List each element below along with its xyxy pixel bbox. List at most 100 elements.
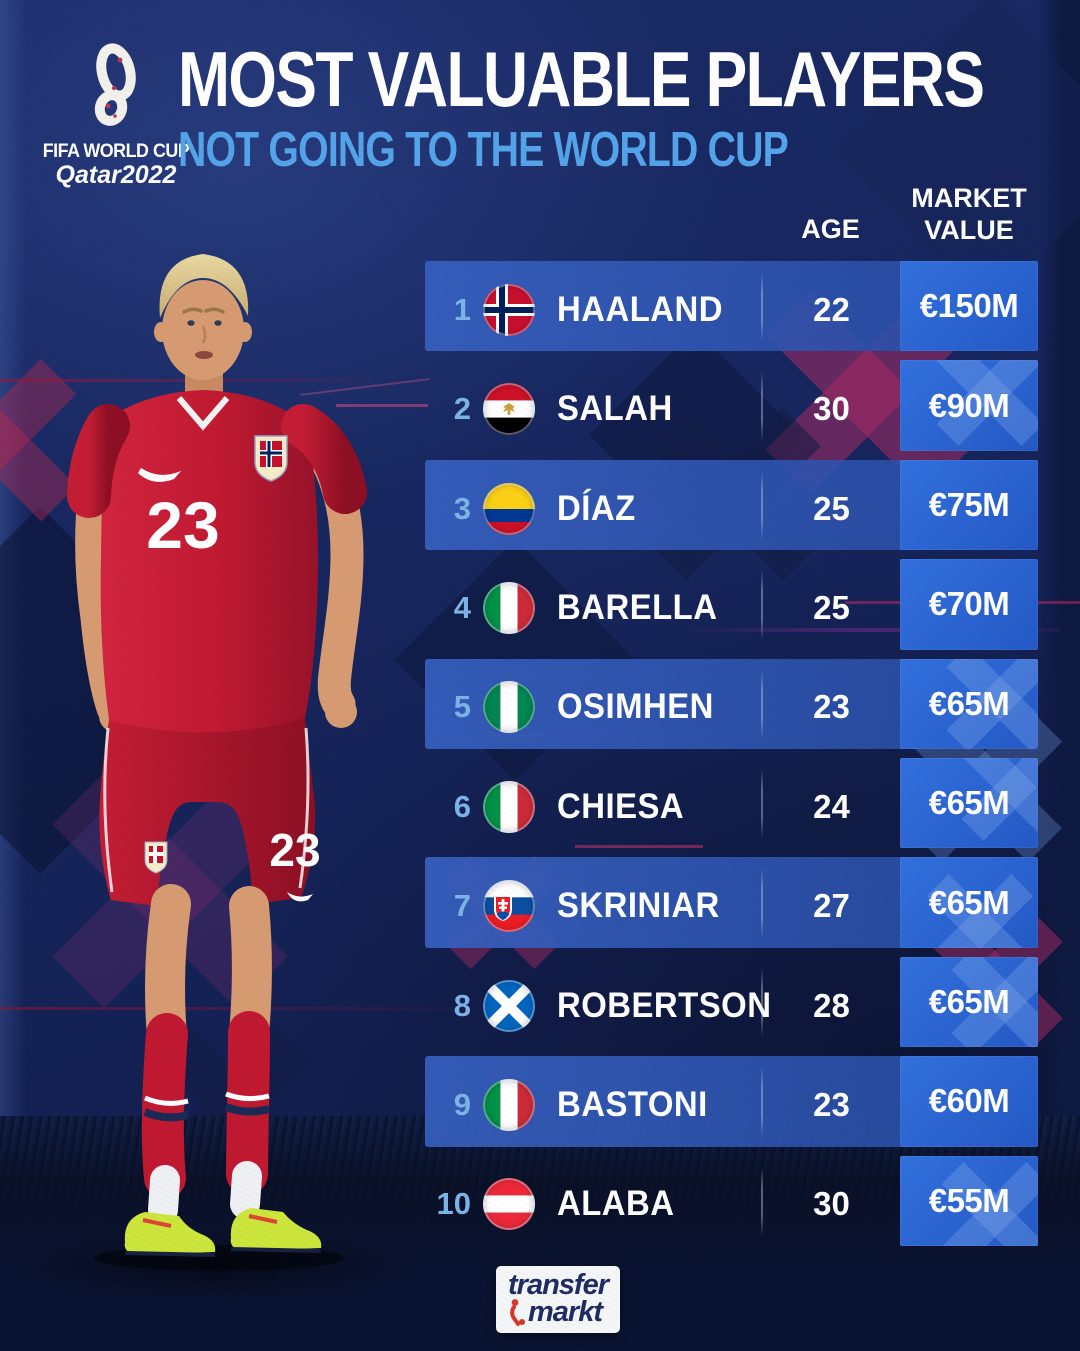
market-value: €55M (928, 1181, 1010, 1219)
page-subtitle: NOT GOING TO THE WORLD CUP (178, 123, 789, 177)
rank-number: 6 (453, 788, 471, 824)
rank-number: 5 (453, 689, 471, 725)
rank-number: 7 (453, 888, 471, 924)
player-row: 5 OSIMHEN 23 €65M (425, 658, 1038, 757)
player-age: 25 (813, 489, 850, 527)
red-line (575, 845, 703, 848)
transfermarkt-wordmark-line1: transfer (508, 1269, 609, 1301)
player-row: 1 HAALAND 22 €150M (425, 260, 1038, 359)
rank-number: 4 (453, 589, 471, 625)
rank-number: 1 (453, 291, 471, 327)
player-row: 7 SKRINIAR 27 €65M (425, 856, 1038, 955)
flag-italy-icon (483, 780, 535, 833)
norway-crest (254, 435, 288, 482)
flag-colombia-icon (483, 482, 535, 535)
transfermarkt-player-icon (510, 1299, 525, 1326)
player-name: SALAH (557, 389, 673, 429)
player-age: 28 (813, 986, 850, 1024)
market-value: €65M (928, 684, 1010, 722)
rank-number: 9 (453, 1086, 471, 1122)
player-table: 1 HAALAND 22 €150M 2 SALAH 30 €90M 3 DÍAZ 25 €75M 4… (425, 260, 1038, 1254)
player-age: 30 (813, 1185, 850, 1223)
market-value-cell: €90M (900, 360, 1038, 451)
player-age: 27 (813, 887, 850, 925)
flag-nigeria-icon (483, 681, 535, 734)
red-line (680, 628, 1060, 632)
flag-austria-icon (483, 1178, 535, 1231)
market-value-cell: €60M (900, 1056, 1038, 1147)
player-name: CHIESA (557, 786, 685, 826)
market-value-cell: €70M (900, 559, 1038, 650)
shorts-crest (144, 841, 168, 874)
market-value-cell: €75M (900, 459, 1038, 551)
rank-number: 2 (453, 391, 471, 427)
flag-italy-icon (483, 1078, 535, 1131)
jersey-number: 23 (146, 488, 219, 562)
market-value-cell: €65M (900, 956, 1038, 1048)
transfermarkt-logo: transfer markt (496, 1266, 620, 1333)
fifa-world-cup-qatar-2022-logo: FIFA WORLD CUP Qatar2022 (38, 42, 194, 190)
market-value-column-header: MARKET VALUE (911, 183, 1027, 245)
market-value: €60M (928, 1082, 1010, 1120)
market-value-cell: €150M (900, 261, 1038, 352)
rank-number: 8 (453, 987, 471, 1023)
player-name: BASTONI (557, 1084, 708, 1124)
shorts-number: 23 (269, 824, 320, 876)
player-name: ALABA (557, 1184, 675, 1224)
column-divider (761, 967, 763, 1038)
player-age: 25 (813, 588, 850, 626)
flag-scotland-icon (483, 979, 535, 1032)
rank-number: 3 (453, 490, 471, 526)
player-name: HAALAND (557, 289, 723, 329)
column-divider (761, 570, 763, 640)
player-photo-haaland: 23 23 (67, 254, 367, 1271)
player-name: SKRINIAR (557, 886, 720, 926)
player-age: 30 (813, 390, 850, 428)
flag-slovakia-icon (483, 880, 535, 933)
player-age: 24 (813, 787, 850, 825)
age-column-header: AGE (801, 214, 860, 244)
market-value: €65M (928, 983, 1010, 1021)
player-row: 2 SALAH 30 €90M (425, 359, 1038, 458)
player-age: 23 (813, 688, 850, 726)
market-value: €90M (928, 386, 1010, 424)
fifa-emblem-icon (94, 43, 136, 126)
column-divider (761, 669, 763, 740)
market-value-cell: €65M (900, 758, 1038, 849)
player-row: 9 BASTONI 23 €60M (425, 1055, 1038, 1154)
market-value: €65M (928, 883, 1010, 921)
column-divider (761, 1067, 763, 1137)
flag-egypt-icon (483, 383, 535, 436)
flag-italy-icon (483, 581, 535, 634)
player-name: BARELLA (557, 587, 718, 627)
qatar-2022-wordmark: Qatar2022 (55, 161, 177, 189)
fifa-wordmark: FIFA WORLD CUP (42, 141, 190, 162)
market-value-cell: €65M (900, 857, 1038, 948)
transfermarkt-wordmark-line2: markt (528, 1296, 603, 1328)
page-title: MOST VALUABLE PLAYERS (178, 35, 985, 123)
column-divider (761, 371, 763, 441)
player-row: 10 ALABA 30 €55M (425, 1155, 1038, 1254)
market-value: €65M (928, 784, 1010, 822)
column-divider (761, 272, 763, 342)
player-name: ROBERTSON (557, 985, 772, 1025)
market-value-cell: €65M (900, 658, 1038, 750)
column-divider (761, 470, 763, 541)
column-divider (761, 868, 763, 938)
player-row: 4 BARELLA 25 €70M (425, 558, 1038, 657)
column-divider (761, 1166, 763, 1237)
player-name: OSIMHEN (557, 687, 714, 727)
player-name: DÍAZ (557, 488, 636, 528)
column-divider (761, 769, 763, 839)
player-age: 23 (813, 1085, 850, 1123)
market-value: €150M (919, 287, 1019, 325)
red-line (336, 404, 428, 407)
market-value: €70M (928, 585, 1010, 623)
player-row: 3 DÍAZ 25 €75M (425, 459, 1038, 558)
player-row: 8 ROBERTSON 28 €65M (425, 956, 1038, 1055)
flag-norway-icon (483, 283, 535, 336)
rank-number: 10 (436, 1186, 471, 1222)
market-value-cell: €55M (900, 1155, 1038, 1247)
player-row: 6 CHIESA 24 €65M (425, 757, 1038, 856)
